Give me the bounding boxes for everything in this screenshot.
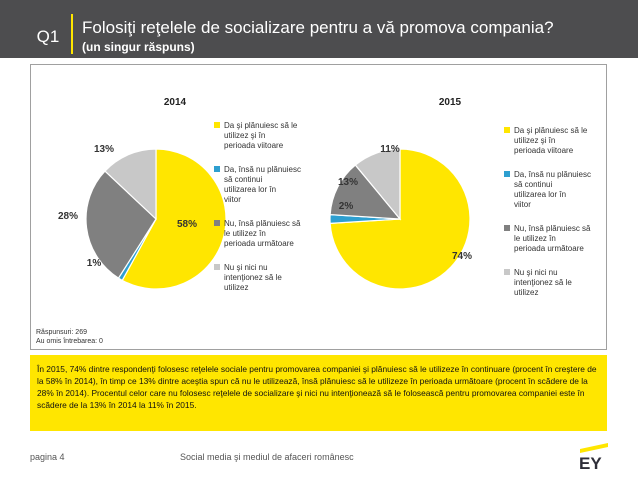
data-label-2015-no-plan: 13%: [338, 177, 358, 188]
legend-swatch-2015-no-plan: [504, 225, 510, 231]
legend-swatch-2015-yes-stop: [504, 171, 510, 177]
legend-label-2015-no-never: Nu şi nici nu intenţionez să le utilizez: [514, 268, 572, 297]
data-label-2014-no-plan: 28%: [58, 211, 78, 222]
legend-label-2014-yes-continue: Da şi plănuiesc să le utilizez şi în perio…: [224, 121, 298, 150]
data-label-2014-yes-stop: 1%: [87, 258, 102, 269]
summary-text: În 2015, 74% dintre respondenţi folosesc…: [37, 364, 597, 410]
legend-swatch-2014-yes-continue: [214, 122, 220, 128]
legend-label-2015-no-plan: Nu, însă plănuiesc să le utilizez în perio…: [514, 224, 591, 253]
header-separator: [71, 14, 73, 54]
legend-label-2014-no-never: Nu şi nici nu intenţionez să le utilizez: [224, 263, 282, 292]
legend-label-2014-no-plan: Nu, însă plănuiesc să le utilizez în perio…: [224, 219, 301, 248]
data-label-2014-no-never: 13%: [94, 144, 114, 155]
page-subtitle: (un singur răspuns): [82, 40, 195, 54]
pie-slice-2014-yes-continue: [121, 148, 227, 290]
pie-charts: 2014 58% 1% 28% 13% Da şi plănuiesc să le util…: [58, 97, 591, 297]
skipped-note: Au omis întrebarea: 0: [36, 338, 103, 345]
chart-title-2015: 2015: [439, 97, 462, 108]
legend-swatch-2014-no-plan: [214, 220, 220, 226]
data-label-2014-yes-continue: 58%: [177, 219, 197, 230]
chart-title-2014: 2014: [164, 97, 187, 108]
legend-swatch-2014-no-never: [214, 264, 220, 270]
pie-slice-2014-no-plan: [85, 170, 157, 279]
pie-slice-2015-no-never: [354, 148, 401, 221]
data-label-2015-no-never: 11%: [380, 144, 400, 155]
data-label-2015-yes-stop: 2%: [339, 201, 354, 212]
legend-swatch-2015-no-never: [504, 269, 510, 275]
page-number: pagina 4: [30, 452, 65, 462]
legend-swatch-2015-yes-continue: [504, 127, 510, 133]
ey-logo-text: EY: [579, 454, 602, 471]
pie-slice-2014-no-never: [104, 148, 157, 221]
ey-logo: EY: [579, 443, 608, 471]
header-bar: Q1 Folosiţi reţelele de socializare pent…: [0, 0, 638, 58]
footer-title: Social media şi mediul de afaceri române…: [180, 452, 354, 462]
legend-label-2015-yes-continue: Da şi plănuiesc să le utilizez şi în perio…: [514, 126, 588, 155]
data-label-2015-yes-continue: 74%: [452, 251, 472, 262]
question-badge: Q1: [36, 27, 60, 46]
pie-slice-2015-no-plan: [329, 164, 402, 220]
legend-swatch-2014-yes-stop: [214, 166, 220, 172]
legend-label-2014-yes-stop: Da, însă nu plănuiesc să continui utilizar…: [224, 165, 301, 204]
page-title: Folosiţi reţelele de socializare pentru …: [82, 18, 554, 37]
legend-label-2015-yes-stop: Da, însă nu plănuiesc să continui utilizar…: [514, 170, 591, 209]
responses-note: Răspunsuri: 269: [36, 329, 87, 336]
summary-box: În 2015, 74% dintre respondenţi folosesc…: [30, 355, 607, 431]
